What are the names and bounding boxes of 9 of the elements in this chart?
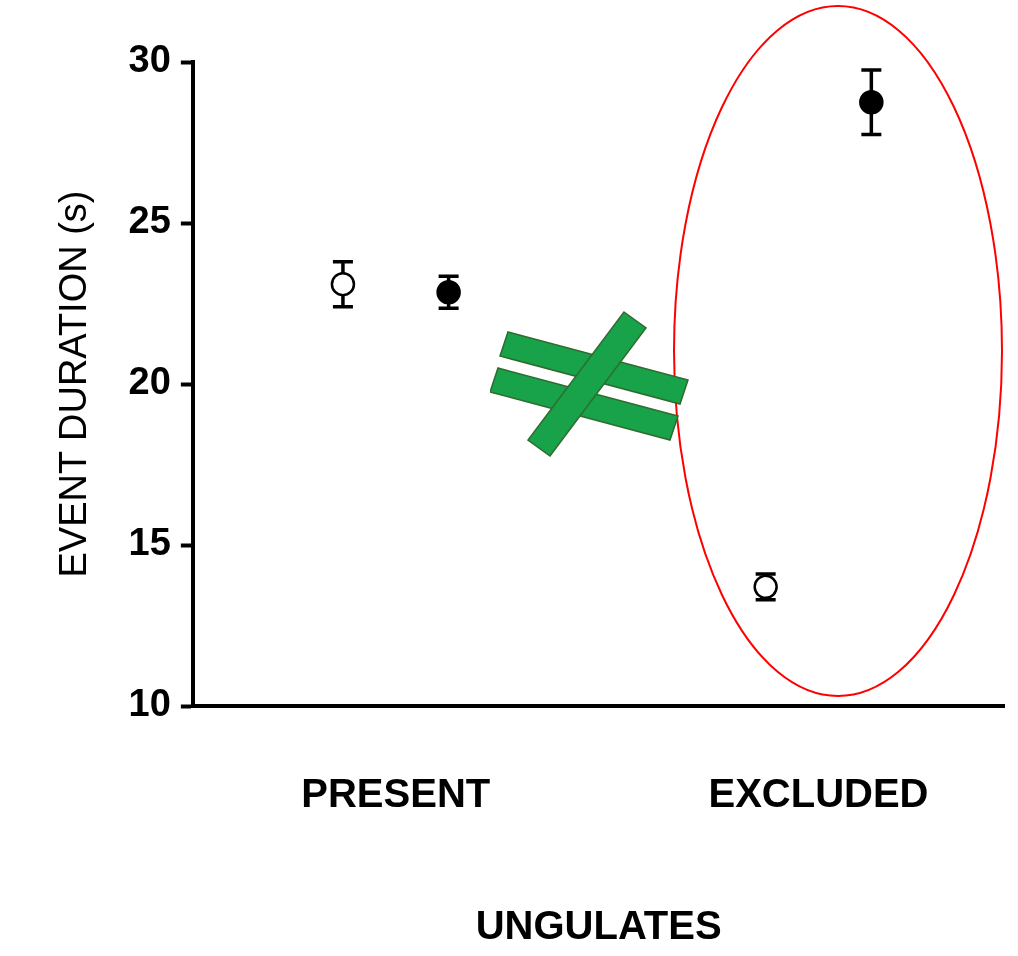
y-tick-label: 30 <box>128 38 171 81</box>
y-tick-label: 10 <box>128 682 171 725</box>
y-tick-label: 25 <box>128 199 171 242</box>
y-tick-label: 15 <box>128 521 171 564</box>
y-axis-title: EVENT DURATION (s) <box>52 190 95 578</box>
x-tick-label: PRESENT <box>301 771 491 816</box>
y-tick-label: 20 <box>128 360 171 403</box>
x-axis-title: UNGULATES <box>475 903 722 948</box>
x-tick-label: EXCLUDED <box>708 771 929 816</box>
